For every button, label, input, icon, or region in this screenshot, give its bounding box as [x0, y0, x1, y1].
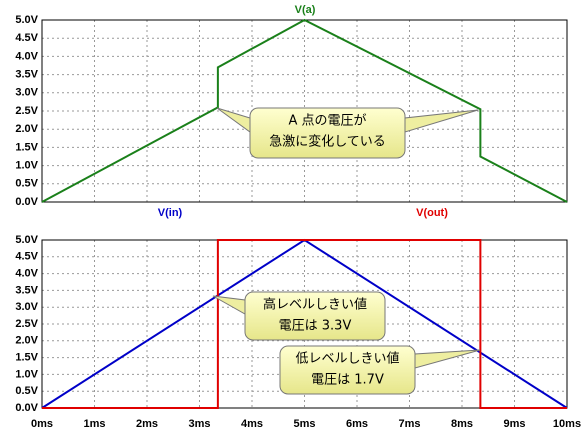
x-tick-label: 9ms — [503, 418, 525, 430]
y-tick-label: 2.5V — [15, 318, 38, 330]
line-series — [42, 239, 567, 409]
legend-label: V(out) — [416, 207, 448, 219]
y-tick-label: 2.5V — [15, 105, 38, 117]
y-tick-label: 1.5V — [15, 141, 38, 153]
x-tick-label: 6ms — [346, 418, 368, 430]
y-tick-label: 3.0V — [15, 87, 38, 99]
x-tick-label: 10ms — [553, 418, 581, 430]
annotation: 高レベルしきい値 — [263, 297, 367, 313]
y-tick-label: 4.0V — [15, 268, 38, 280]
x-tick-label: 5ms — [293, 418, 315, 430]
y-tick-label: 4.5V — [15, 251, 38, 263]
y-tick-label: 3.5V — [15, 69, 38, 81]
y-tick-label: 0.5V — [15, 385, 38, 397]
y-tick-label: 4.0V — [15, 50, 38, 62]
x-tick-label: 1ms — [83, 418, 105, 430]
y-tick-label: 1.5V — [15, 352, 38, 364]
x-tick-label: 4ms — [241, 418, 263, 430]
callout-box — [244, 291, 386, 341]
y-tick-label: 1.0V — [15, 160, 38, 172]
legend-label: V(a) — [295, 4, 316, 16]
x-tick-label: 7ms — [398, 418, 420, 430]
callout-box — [279, 345, 416, 395]
x-tick-label: 2ms — [136, 418, 158, 430]
y-tick-label: 1.0V — [15, 368, 38, 380]
x-tick-label: 0ms — [31, 418, 53, 430]
y-tick-label: 3.0V — [15, 301, 38, 313]
legend-label: V(in) — [158, 207, 183, 219]
callout-box — [249, 107, 406, 159]
y-tick-label: 3.5V — [15, 284, 38, 296]
annotation: 低レベルしきい値 — [295, 351, 399, 367]
y-tick-label: 5.0V — [15, 14, 38, 26]
line-series — [41, 18, 568, 203]
y-tick-label: 0.5V — [15, 178, 38, 190]
y-tick-label: 0.0V — [15, 196, 38, 208]
y-tick-label: 5.0V — [15, 234, 38, 246]
y-tick-label: 2.0V — [15, 335, 38, 347]
annotation: A 点の電圧が — [288, 114, 366, 129]
x-tick-label: 3ms — [188, 418, 210, 430]
annotation: 電圧は 1.7V — [311, 373, 384, 388]
y-tick-label: 2.0V — [15, 123, 38, 135]
y-tick-label: 4.5V — [15, 32, 38, 44]
y-tick-label: 0.0V — [15, 402, 38, 414]
annotation: 急激に変化している — [269, 134, 386, 150]
annotation: 電圧は 3.3V — [279, 319, 352, 334]
x-tick-label: 8ms — [451, 418, 473, 430]
